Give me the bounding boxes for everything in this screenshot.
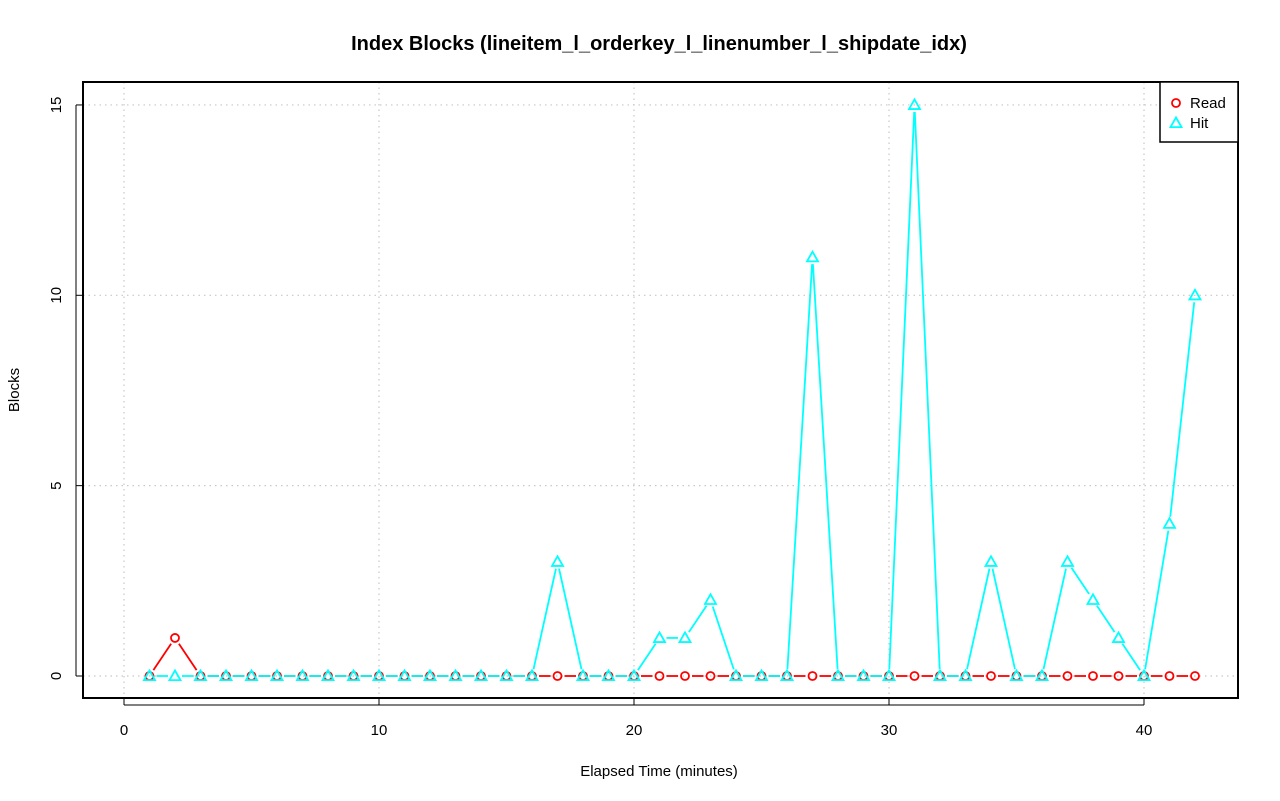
read-point [1190,671,1200,681]
hit-point [448,668,463,682]
read-point [680,671,690,681]
x-axis: 0 10 20 30 40 [120,698,1153,739]
hit-point [320,668,336,682]
plot-frame [82,81,1239,699]
hit-segment [1070,567,1090,595]
hit-segment [558,568,583,670]
hit-point [295,668,310,682]
hit-segment [888,111,916,670]
legend-box [1159,81,1239,143]
hit-point [550,554,565,567]
hit-point [856,668,871,682]
legend-read-label: Read [1190,95,1226,112]
hit-point [142,668,157,682]
y-tick-label: 5 [48,481,65,489]
hit-segment [913,111,941,670]
hit-point [499,668,514,682]
hit-point [473,668,489,682]
y-axis: 0 5 10 15 [48,97,83,680]
hit-point [269,668,285,682]
hit-point [524,668,540,682]
chart-title: Index Blocks (lineitem_l_orderkey_l_line… [351,33,967,55]
hit-point [1136,668,1152,682]
hit-point [422,668,438,682]
series-hit [142,97,1203,682]
hit-point [397,668,412,682]
hit-point [626,668,642,682]
read-point [1164,671,1175,681]
hit-segment [1144,530,1170,670]
x-axis-label: Elapsed Time (minutes) [580,763,738,780]
hit-point [218,668,234,682]
read-point [552,671,563,681]
hit-point [830,668,846,682]
hit-point [1034,668,1050,682]
hit-segment [812,264,839,670]
read-segment [152,643,172,671]
y-tick-label: 15 [48,97,65,114]
hit-point [703,592,718,605]
hit-point [754,668,769,682]
hit-point [575,668,591,682]
hit-point [1187,287,1203,301]
hit-point [881,668,897,682]
hit-point [652,630,667,643]
hit-segment [688,605,708,633]
hit-point [958,668,973,682]
hit-segment [1169,302,1196,517]
hit-point [932,668,948,682]
read-point [1062,671,1073,681]
x-tick-label: 40 [1136,722,1153,739]
x-tick-label: 0 [120,722,128,739]
hit-point [167,668,183,682]
hit-point [601,668,616,682]
x-tick-label: 20 [626,722,643,739]
hit-segment [1096,605,1116,633]
hit-segment [532,568,557,670]
read-point [705,671,716,681]
hit-segment [711,606,735,670]
read-point [909,671,920,681]
hit-point [1162,516,1177,529]
read-point [1113,671,1124,681]
read-point [807,671,818,681]
hit-segment [1042,568,1067,670]
read-point [1088,671,1098,681]
hit-point [1060,554,1075,567]
x-tick-label: 30 [881,722,898,739]
hit-segment [966,568,991,670]
legend-read-marker [1171,98,1181,108]
hit-point [983,554,999,567]
hit-point [1009,668,1024,682]
x-tick-label: 10 [371,722,388,739]
hit-point [1111,630,1126,643]
hit-segment [637,643,657,671]
hit-point [728,668,744,682]
y-tick-label: 10 [48,287,65,304]
legend-hit-label: Hit [1190,115,1209,132]
hit-point [193,668,208,682]
legend-hit-marker [1168,115,1184,129]
series-layer [142,97,1203,682]
hit-segment [991,568,1016,670]
read-point [170,633,180,643]
hit-segment [786,264,813,670]
y-axis-label: Blocks [6,368,23,412]
hit-point [907,97,922,110]
read-segment [178,643,198,671]
hit-point [244,668,259,682]
read-point [654,671,665,681]
y-tick-label: 0 [48,672,65,680]
read-point [986,671,996,681]
legend: Read Hit [1159,81,1239,143]
hit-point [371,668,387,682]
hit-point [1085,592,1101,605]
hit-point [805,249,820,263]
hit-point [779,668,795,682]
hit-point [677,630,693,643]
hit-point [346,668,361,682]
grid [83,82,1238,698]
hit-segment [1121,643,1141,671]
